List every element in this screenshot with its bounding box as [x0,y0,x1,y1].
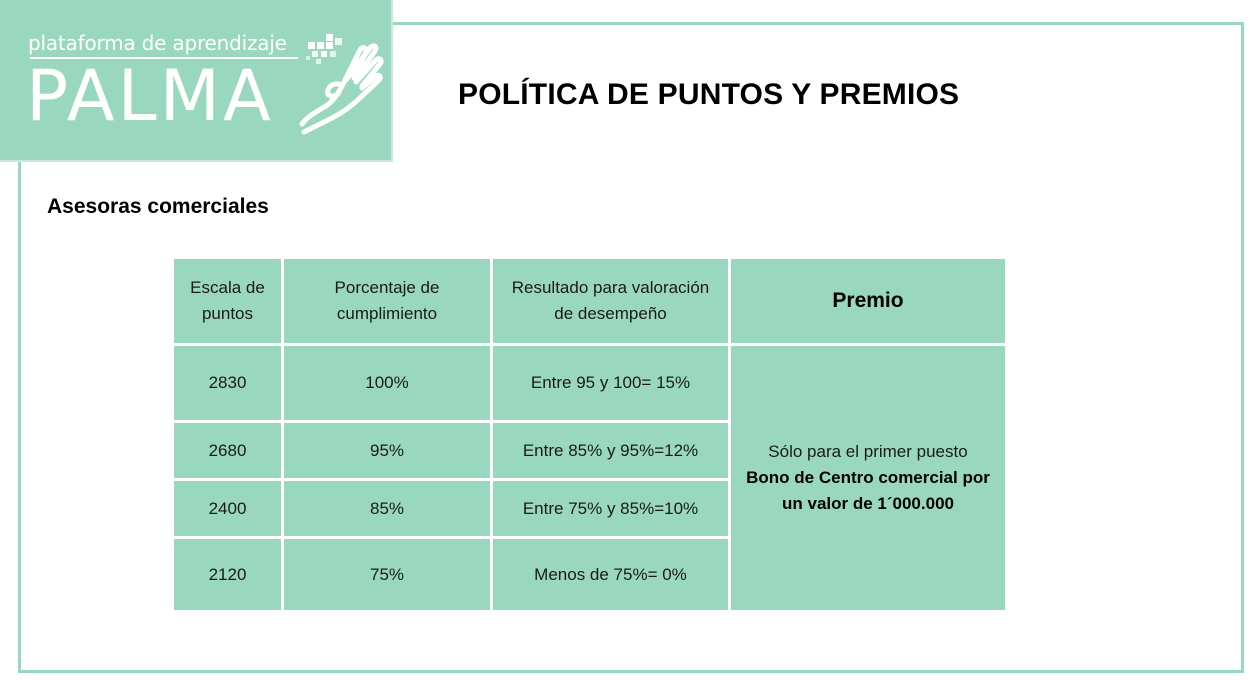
header-result-line1: Resultado para valoración [511,278,710,297]
page-title: POLÍTICA DE PUNTOS Y PREMIOS [458,78,960,111]
header-result-line2: de desempeño [554,304,667,323]
cell-percent: 95% [284,423,490,478]
table-row: 2680 95% Entre 85% y 95%=12% [174,423,1005,478]
header-percent: Porcentaje de cumplimiento [284,259,490,343]
cell-result: Entre 75% y 85%=10% [493,481,728,536]
cell-points: 2830 [174,346,281,420]
cell-points: 2120 [174,539,281,610]
table-row: 2830 100% Entre 95 y 100= 15% Sólo para … [174,346,1005,610]
cell-percent: 75% [284,539,490,610]
cell-points: 2400 [174,481,281,536]
header-scale-line2: puntos [201,304,254,323]
cell-percent: 85% [284,481,490,536]
cell-points: 2680 [174,423,281,478]
section-title: Asesoras comerciales [47,195,269,218]
header-prize: Premio [731,259,1005,343]
table-header-row: Escala de puntos Porcentaje de cumplimie… [174,259,1005,343]
header-percent-line2: cumplimiento [336,304,438,323]
cell-percent: 100% [284,346,490,420]
table-row: 2400 85% Entre 75% y 85%=10% [174,481,1005,536]
logo-tagline: plataforma de aprendizaje [28,31,287,55]
cell-result: Menos de 75%= 0% [493,539,728,610]
cell-prize: Sólo para el primer puesto Bono de Centr… [731,346,1005,610]
content-frame [18,22,1244,673]
header-scale: Escala de puntos [174,259,281,343]
logo-name: PALMA [26,55,274,137]
hand-pixels-icon [299,34,384,135]
header-percent-line1: Porcentaje de [334,278,440,297]
cell-result: Entre 95 y 100= 15% [493,346,728,420]
header-result: Resultado para valoración de desempeño [493,259,728,343]
prize-condition: Sólo para el primer puesto [768,442,968,461]
logo-underline [30,57,298,59]
palma-logo: plataforma de aprendizaje PALMA [0,0,393,162]
prize-description-line1: Bono de Centro comercial por [746,468,990,487]
header-scale-line1: Escala de [190,278,265,297]
cell-result: Entre 85% y 95%=12% [493,423,728,478]
points-table: Escala de puntos Porcentaje de cumplimie… [171,256,1008,613]
table-row: 2120 75% Menos de 75%= 0% [174,539,1005,610]
prize-description-line2: un valor de 1´000.000 [782,494,954,513]
